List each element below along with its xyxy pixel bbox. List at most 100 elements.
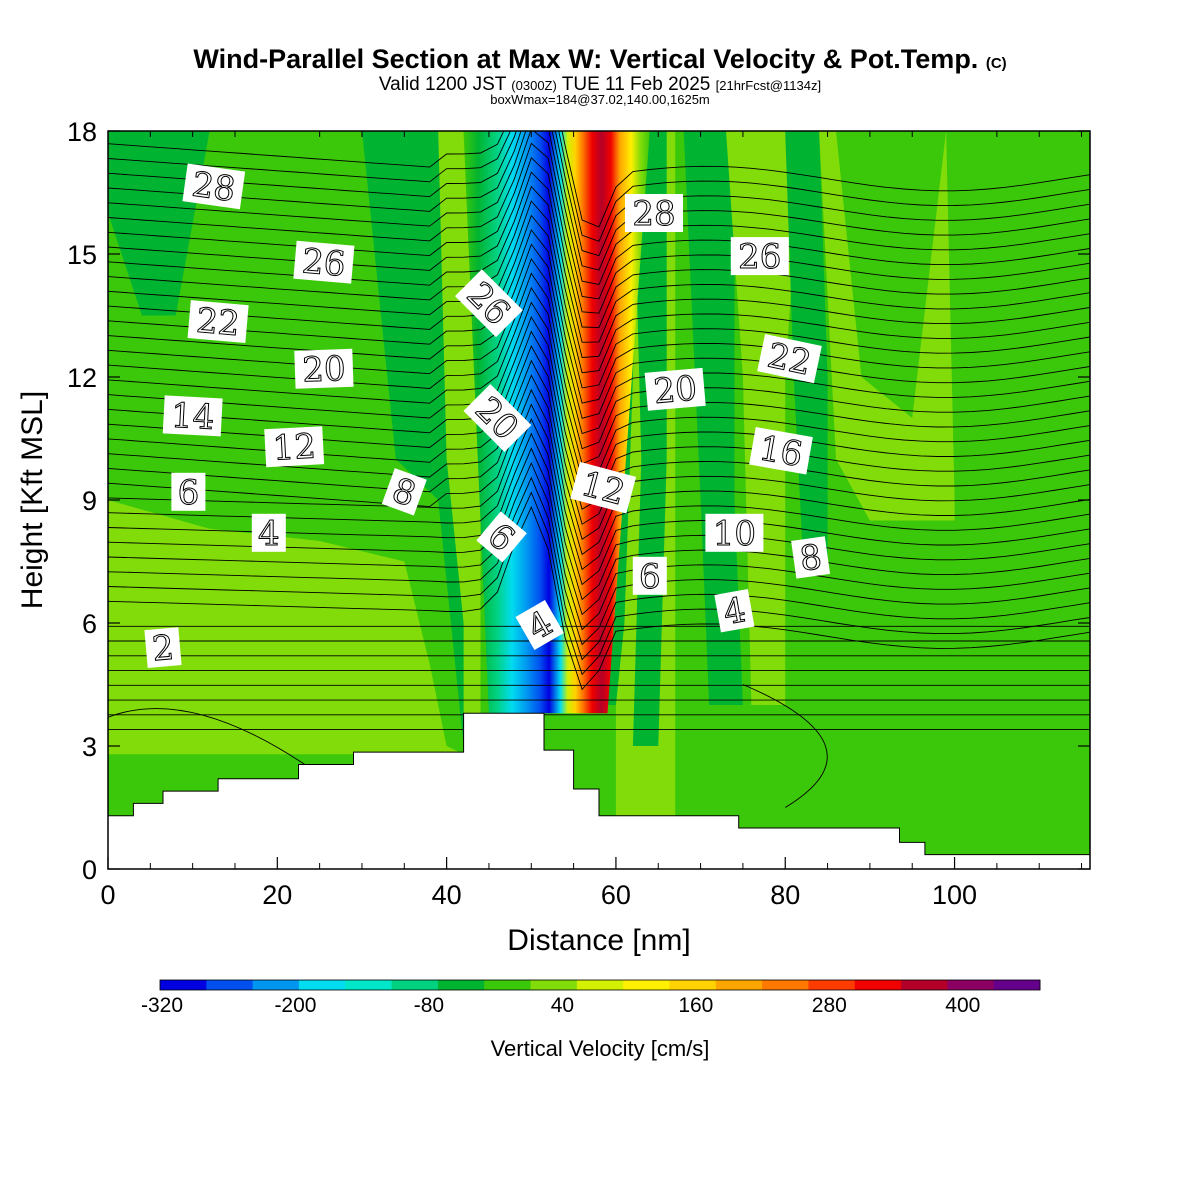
- contour-label-box: [187, 300, 249, 344]
- x-tick-label: 100: [932, 880, 977, 910]
- contour-label-box: [182, 163, 246, 210]
- contour-label-box: [570, 461, 637, 514]
- colorbar-swatch: [669, 980, 717, 990]
- colorbar-swatch: [623, 980, 670, 990]
- colorbar-tick-label: -320: [141, 994, 183, 1017]
- colorbar-swatch: [762, 980, 809, 990]
- x-axis-label: Distance [nm]: [507, 924, 690, 957]
- theta-contour: [108, 708, 320, 776]
- colorbar-swatch: [576, 980, 624, 990]
- x-tick-label: 40: [432, 880, 462, 910]
- contour-label-box: [757, 333, 822, 384]
- y-tick-label: 6: [82, 609, 97, 639]
- box-info-subtitle: boxWmax=184@37.02,140.00,1625m: [490, 92, 710, 107]
- y-tick-label: 15: [67, 240, 97, 270]
- contour-label: 2: [144, 627, 182, 670]
- x-tick-label: 0: [100, 880, 115, 910]
- contour-label-box: [171, 472, 206, 511]
- theta-contour: [108, 131, 1090, 228]
- theta-contour: [108, 461, 1090, 646]
- contour-label-text: 22: [764, 336, 815, 384]
- contour-label-text: 22: [195, 301, 242, 345]
- velocity-band: [946, 131, 1090, 525]
- theta-contour: [108, 272, 1090, 450]
- contour-label: 14: [162, 395, 223, 439]
- theta-contour: [108, 131, 1090, 257]
- colorbar-tick-label: -200: [274, 994, 316, 1017]
- contour-label: 10: [705, 513, 764, 554]
- theta-contour: [108, 131, 1090, 271]
- contour-label-box: [251, 513, 286, 552]
- contour-label: 26: [293, 240, 355, 286]
- theta-contour: [108, 229, 1090, 404]
- contour-label-box: [294, 348, 354, 389]
- contour-label-box: [476, 511, 527, 563]
- contour-label-text: 2: [151, 628, 176, 670]
- theta-contour: [108, 156, 1090, 329]
- contour-label: 8: [381, 468, 427, 516]
- y-tick-label: 18: [67, 117, 97, 147]
- contour-label-box: [144, 627, 182, 669]
- colorbar-swatch: [993, 980, 1041, 990]
- colorbar-swatch: [252, 980, 300, 990]
- contour-label-box: [644, 367, 706, 411]
- contour-label-box: [463, 384, 532, 452]
- theta-contour: [108, 506, 1090, 691]
- theta-contour: [108, 491, 1090, 676]
- contour-label-text: 4: [258, 514, 280, 554]
- contour-label-text: 12: [272, 427, 317, 469]
- colorbar-swatch: [854, 980, 902, 990]
- colorbar-swatch: [947, 980, 995, 990]
- theta-contour: [108, 131, 1090, 286]
- contour-label: 28: [182, 163, 246, 211]
- theta-contour: [108, 476, 1090, 661]
- velocity-band: [683, 131, 743, 705]
- velocity-band: [108, 520, 447, 746]
- contour-label-text: 20: [652, 368, 699, 412]
- contour-label-text: 16: [756, 428, 806, 475]
- y-axis-label: Height [Kft MSL]: [16, 391, 49, 609]
- colorbar-tick-label: 40: [551, 994, 574, 1017]
- contour-label-box: [632, 556, 667, 595]
- colorbar-swatch: [484, 980, 532, 990]
- contour-label: 20: [294, 348, 354, 391]
- contour-label: 28: [625, 194, 683, 235]
- contour-label: 22: [187, 300, 249, 345]
- contour-label: 4: [714, 589, 755, 634]
- colorbar-tick-label: 280: [812, 994, 847, 1017]
- colorbar-swatch: [345, 980, 393, 990]
- contour-label-box: [791, 536, 831, 579]
- colorbar-swatch: [391, 980, 439, 990]
- contour-label-box: [714, 589, 755, 633]
- contour-label-text: 26: [301, 241, 348, 285]
- contour-label: 12: [264, 426, 325, 469]
- y-tick-label: 9: [82, 486, 97, 516]
- contour-label-box: [264, 426, 325, 468]
- colorbar-tick-label: 400: [945, 994, 980, 1017]
- theta-contour: [108, 403, 1090, 586]
- theta-contour: [108, 131, 1090, 300]
- contour-label-text: 20: [302, 349, 347, 390]
- velocity-band: [108, 131, 210, 316]
- contour-label-text: 28: [189, 165, 237, 211]
- contour-label-text: 6: [639, 557, 661, 597]
- chart-title: Wind-Parallel Section at Max W: Vertical…: [193, 44, 1007, 74]
- contour-label-box: [730, 237, 789, 276]
- theta-contour: [108, 257, 1090, 435]
- theta-contour: [108, 171, 1090, 343]
- contour-label-box: [162, 395, 223, 437]
- x-tick-label: 20: [262, 880, 292, 910]
- theta-contour: [108, 286, 1090, 465]
- contour-label-text: 14: [170, 396, 215, 438]
- colorbar-label: Vertical Velocity [cm/s]: [491, 1036, 710, 1061]
- velocity-band: [802, 541, 1090, 787]
- contour-label: 16: [749, 427, 813, 476]
- contour-label-box: [293, 240, 355, 284]
- theta-contour: [108, 185, 1090, 358]
- theta-contour: [108, 243, 1090, 419]
- contour-label: 6: [632, 556, 667, 597]
- theta-contour: [108, 388, 1090, 571]
- contour-label: 20: [644, 367, 706, 413]
- contour-label-box: [625, 194, 683, 232]
